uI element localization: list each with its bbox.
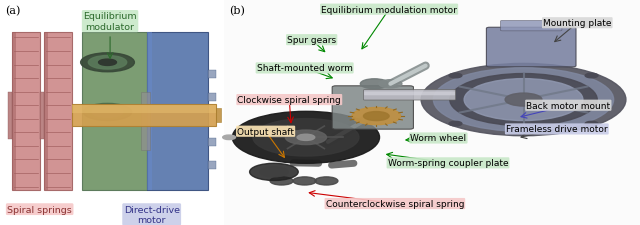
Circle shape [88,56,127,70]
Circle shape [421,64,626,136]
Circle shape [449,122,462,126]
FancyBboxPatch shape [72,104,216,126]
Circle shape [270,177,293,185]
FancyBboxPatch shape [44,33,72,190]
Circle shape [223,135,236,140]
FancyBboxPatch shape [12,33,40,190]
Text: Direct-drive
motor: Direct-drive motor [124,205,180,224]
Text: Counterclockwise spiral spring: Counterclockwise spiral spring [326,199,464,208]
FancyBboxPatch shape [500,21,562,32]
Text: Shaft-mounted worm: Shaft-mounted worm [257,64,353,73]
Circle shape [379,80,402,88]
Circle shape [360,79,388,89]
Circle shape [585,74,598,79]
Circle shape [297,135,315,141]
Circle shape [585,122,598,126]
FancyBboxPatch shape [208,161,216,169]
Circle shape [81,54,134,72]
Text: (b): (b) [229,6,245,16]
FancyBboxPatch shape [72,106,216,113]
FancyBboxPatch shape [224,0,640,225]
FancyBboxPatch shape [208,71,216,79]
Circle shape [364,112,389,121]
FancyBboxPatch shape [364,92,455,96]
FancyBboxPatch shape [486,28,576,68]
FancyBboxPatch shape [44,33,48,190]
Text: Spur gears: Spur gears [287,36,336,45]
FancyBboxPatch shape [40,92,44,140]
FancyBboxPatch shape [208,138,216,146]
Text: Mounting plate: Mounting plate [543,19,612,28]
Circle shape [232,112,380,164]
FancyBboxPatch shape [216,109,221,123]
Circle shape [464,79,583,121]
Text: Output shaft: Output shaft [237,127,294,136]
Circle shape [253,119,359,156]
Text: Worm wheel: Worm wheel [410,134,467,143]
FancyBboxPatch shape [8,92,12,140]
Circle shape [352,108,401,125]
Circle shape [285,130,326,145]
Text: Clockwise spiral spring: Clockwise spiral spring [237,96,341,105]
FancyBboxPatch shape [364,90,456,101]
FancyBboxPatch shape [147,33,152,190]
FancyBboxPatch shape [82,33,147,190]
Circle shape [433,68,614,132]
Circle shape [92,107,123,118]
Circle shape [83,104,132,121]
Text: Frameless drive motor: Frameless drive motor [506,125,607,134]
Text: Equilibrium modulation motor: Equilibrium modulation motor [321,6,457,15]
FancyBboxPatch shape [12,33,16,190]
Text: Spiral springs: Spiral springs [7,205,72,214]
Circle shape [315,177,338,185]
Text: Equilibrium
modulator: Equilibrium modulator [83,12,137,32]
Text: Worm-spring coupler plate: Worm-spring coupler plate [388,159,508,168]
Circle shape [99,60,116,66]
FancyBboxPatch shape [141,92,150,151]
Circle shape [450,74,597,126]
Circle shape [293,177,316,185]
FancyBboxPatch shape [332,86,413,130]
Circle shape [250,164,298,181]
Circle shape [505,94,542,107]
Text: Back motor mount: Back motor mount [526,101,611,110]
Circle shape [449,74,462,79]
Text: (a): (a) [5,6,20,16]
FancyBboxPatch shape [208,93,216,101]
Circle shape [260,167,288,177]
FancyBboxPatch shape [147,33,208,190]
